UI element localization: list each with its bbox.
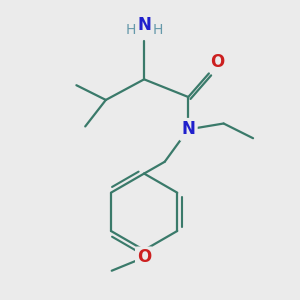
Text: O: O xyxy=(137,248,151,266)
Text: O: O xyxy=(210,52,225,70)
Text: H: H xyxy=(152,22,163,37)
Text: H: H xyxy=(126,22,136,37)
Text: N: N xyxy=(181,120,195,138)
Text: N: N xyxy=(137,16,151,34)
